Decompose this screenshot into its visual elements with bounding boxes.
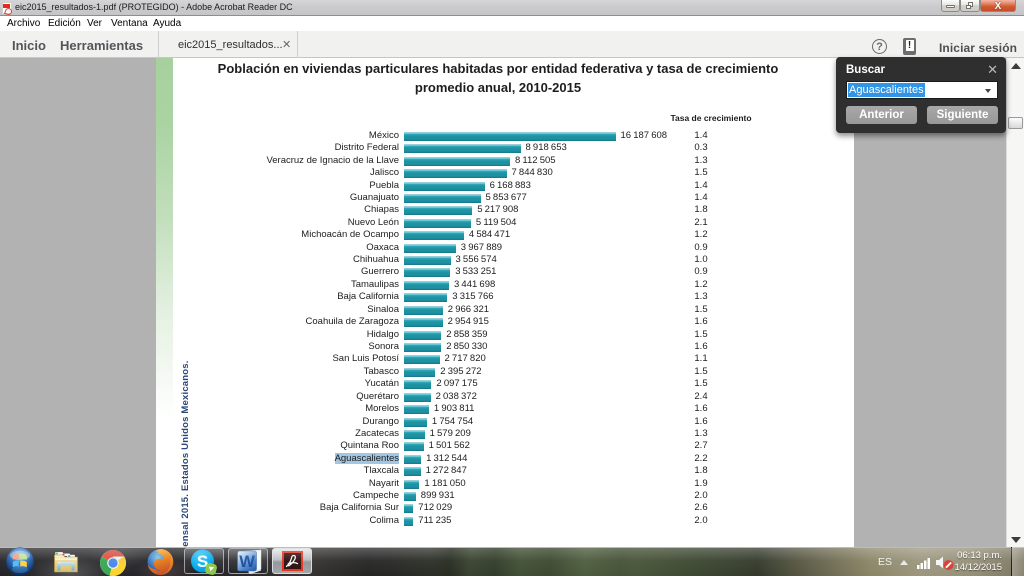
svg-text:W: W <box>239 553 255 571</box>
svg-text:S: S <box>197 552 208 571</box>
